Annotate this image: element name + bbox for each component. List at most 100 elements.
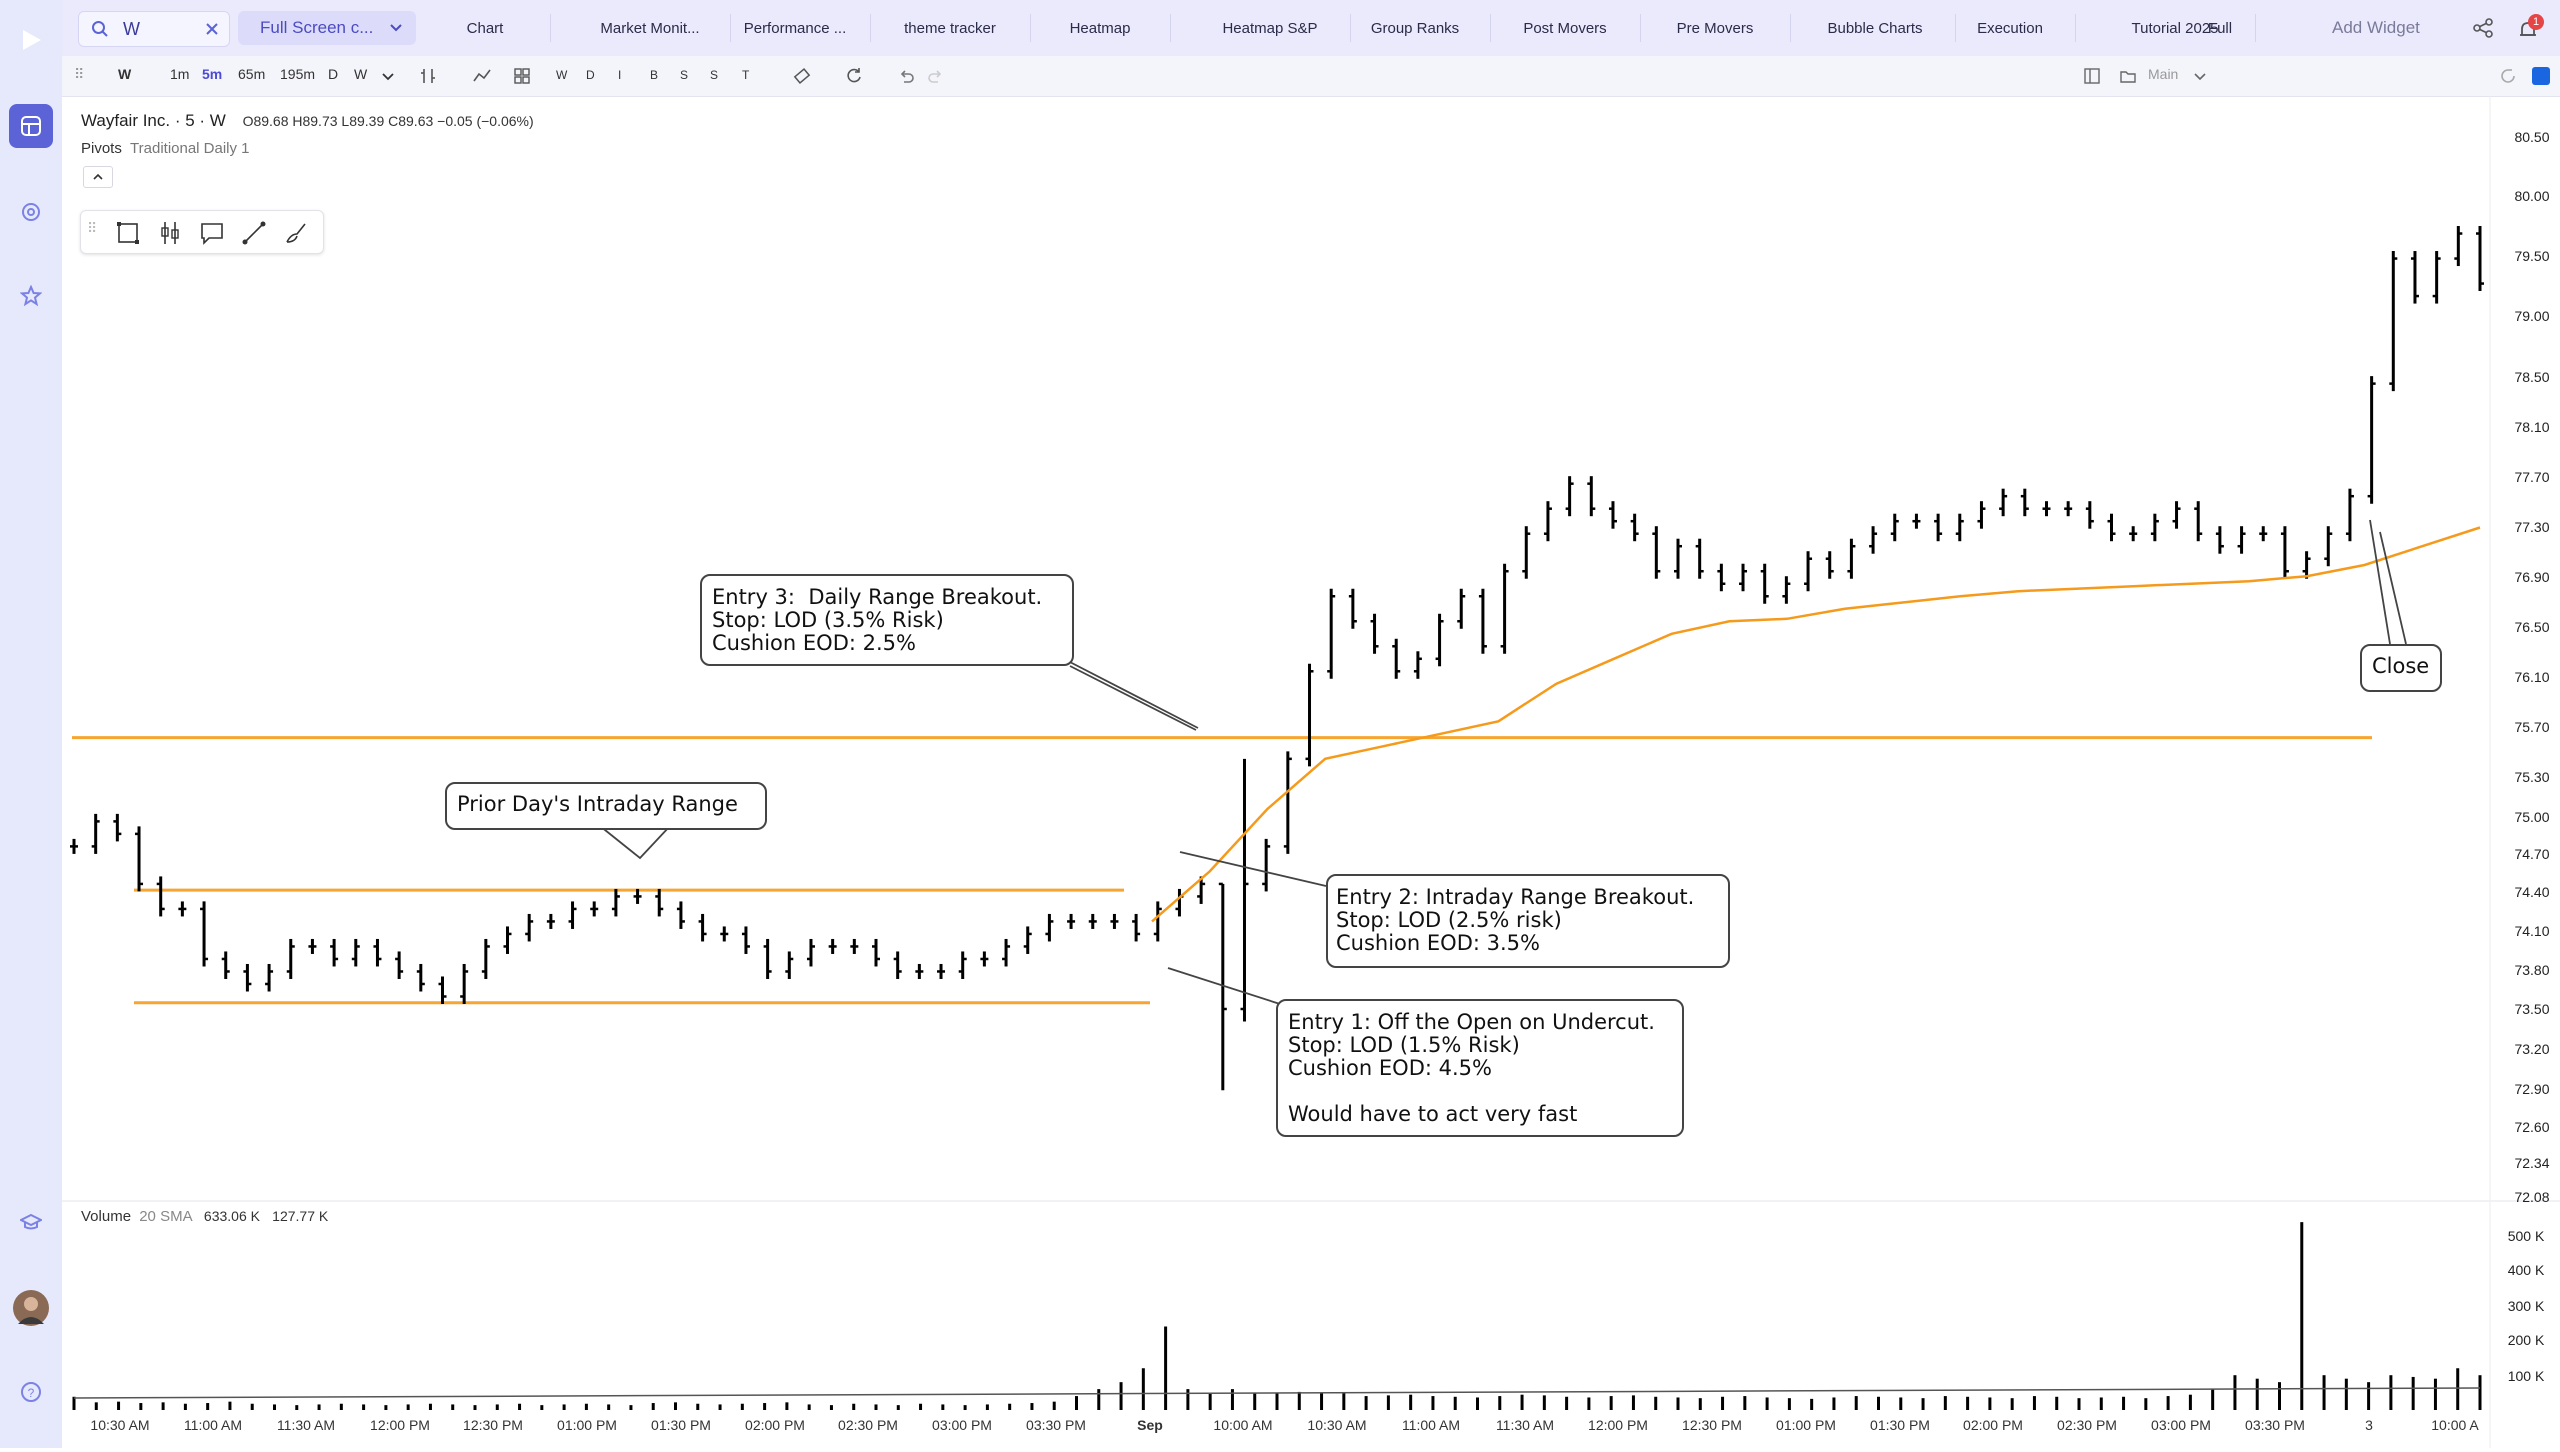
volume-tick-label: 400 K [2508, 1262, 2545, 1278]
tab-market-monit[interactable]: Market Monit... [600, 19, 700, 37]
volume-tick-label: 500 K [2508, 1228, 2545, 1244]
time-tick-label: 10:30 AM [90, 1417, 149, 1433]
toggle-s-4[interactable]: S [680, 68, 689, 82]
sidebar-item-favorites[interactable] [9, 274, 53, 318]
history-icon[interactable] [2498, 66, 2518, 86]
tab-theme-tracker[interactable]: theme tracker [904, 19, 996, 37]
layout-name[interactable]: Main [2148, 66, 2179, 82]
entry1-pointer [1167, 967, 1281, 1005]
prior-range-pointer [599, 825, 671, 860]
entry2-text: Entry 2: Intraday Range Breakout. Stop: … [1336, 885, 1695, 955]
volume-value-1: 633.06 K [203, 1208, 260, 1224]
tab-divider [1790, 14, 1791, 42]
fib-tool-icon[interactable] [157, 220, 183, 246]
undo-icon[interactable] [896, 66, 916, 86]
legend-title: Wayfair Inc. · 5 · W [81, 111, 226, 130]
moving-average-line[interactable] [1151, 526, 2481, 923]
tab-tutorial-2025[interactable]: Tutorial 2025 [2131, 19, 2219, 37]
entry1-callout[interactable]: Entry 1: Off the Open on Undercut. Stop:… [1276, 999, 1684, 1137]
sidebar-item-charts[interactable] [9, 104, 53, 148]
price-tick-label: 73.20 [2514, 1041, 2549, 1057]
drag-handle-icon[interactable]: ⠿ [74, 66, 85, 82]
tab-chart[interactable]: Chart [466, 19, 504, 37]
redo-icon[interactable] [926, 66, 946, 86]
layout-chevron-icon[interactable] [2192, 68, 2208, 84]
volume-legend: Volume 20 SMA 633.06 K 127.77 K [81, 1208, 328, 1225]
volume-tick-label: 200 K [2508, 1332, 2545, 1348]
layout-icon[interactable] [2082, 66, 2102, 86]
toggle-s-5[interactable]: S [710, 68, 719, 82]
user-avatar[interactable] [9, 1286, 53, 1330]
bar-style-icon[interactable] [418, 66, 438, 86]
sidebar-item-target[interactable] [9, 190, 53, 234]
chart-grid-icon [21, 116, 41, 136]
tab-group-ranks[interactable]: Group Ranks [1370, 19, 1460, 37]
tab-pre-movers[interactable]: Pre Movers [1676, 19, 1754, 37]
rectangle-tool-icon[interactable] [115, 220, 141, 246]
interval-d[interactable]: D [328, 66, 339, 82]
comment-tool-icon[interactable] [199, 220, 225, 246]
entry3-callout[interactable]: Entry 3: Daily Range Breakout. Stop: LOD… [700, 574, 1074, 666]
time-tick-label: 03:30 PM [1026, 1417, 1086, 1433]
color-swatch[interactable] [2532, 67, 2550, 85]
interval-65m[interactable]: 65m [238, 66, 266, 82]
tab-heatmap[interactable]: Heatmap [1069, 19, 1131, 37]
close-callout[interactable]: Close [2360, 644, 2442, 692]
tab-divider [870, 14, 871, 42]
toggle-w-0[interactable]: W [556, 68, 568, 82]
folder-icon[interactable] [2118, 66, 2138, 86]
price-tick-label: 74.10 [2514, 923, 2549, 939]
price-tick-label: 76.10 [2514, 669, 2549, 685]
prior-range-callout[interactable]: Prior Day's Intraday Range [445, 782, 767, 830]
tab-heatmap-s-p[interactable]: Heatmap S&P [1222, 19, 1318, 37]
drag-handle-icon[interactable]: ⠿ [87, 221, 98, 237]
tab-post-movers[interactable]: Post Movers [1523, 19, 1607, 37]
price-chart[interactable]: 80.50 80.00 79.50 79.00 78.50 78.10 77.70 77.30… [62, 96, 2560, 1448]
toggle-b-3[interactable]: B [650, 68, 659, 82]
interval-5m[interactable]: 5m [202, 66, 223, 82]
chart-area[interactable]: 80.50 80.00 79.50 79.00 78.50 78.10 77.70 77.30… [62, 96, 2560, 1452]
interval-w[interactable]: W [354, 66, 368, 82]
toggle-t-6[interactable]: T [742, 68, 750, 82]
time-tick-label: 01:00 PM [557, 1417, 617, 1433]
line-tool-icon[interactable] [241, 220, 267, 246]
interval-1m[interactable]: 1m [170, 66, 190, 82]
play-logo-icon[interactable] [9, 18, 53, 62]
add-widget-button[interactable]: Add Widget [2332, 18, 2420, 37]
interval-dropdown-icon[interactable] [378, 66, 398, 86]
tab-divider [1490, 14, 1491, 42]
svg-text:?: ? [28, 1386, 35, 1400]
interval-195m[interactable]: 195m [280, 66, 316, 82]
share-icon[interactable] [2472, 17, 2494, 39]
brush-tool-icon[interactable] [283, 220, 309, 246]
toggle-i-2[interactable]: I [618, 68, 622, 82]
toolbar-symbol[interactable]: W [118, 66, 132, 82]
grid-layout-icon[interactable] [512, 66, 532, 86]
eraser-icon[interactable] [792, 66, 812, 86]
symbol-search-input[interactable]: W [78, 11, 230, 47]
close-text: Close [2372, 654, 2430, 678]
price-tick-label: 73.50 [2514, 1001, 2549, 1017]
sidebar-item-help[interactable]: ? [9, 1370, 53, 1414]
tab-bubble-charts[interactable]: Bubble Charts [1827, 19, 1923, 37]
tab-divider [1030, 14, 1031, 42]
refresh-icon[interactable] [844, 66, 864, 86]
layout-selector[interactable]: Full Screen c... [238, 11, 416, 45]
collapse-legend-button[interactable] [83, 166, 113, 188]
tab-full[interactable]: Full [2207, 19, 2233, 37]
clear-icon[interactable] [205, 22, 219, 36]
notifications-button[interactable]: 1 [2514, 14, 2544, 44]
time-tick-label: 02:00 PM [745, 1417, 805, 1433]
volume-sma: 20 SMA [139, 1208, 192, 1225]
time-tick-label: 03:00 PM [2151, 1417, 2211, 1433]
layout-selector-label: Full Screen c... [260, 18, 374, 37]
sidebar-item-education[interactable] [9, 1200, 53, 1244]
tab-performance[interactable]: Performance ... [743, 19, 847, 37]
indicators-icon[interactable] [472, 66, 492, 86]
toggle-d-1[interactable]: D [586, 68, 595, 82]
tab-execution[interactable]: Execution [1977, 19, 2043, 37]
entry2-callout[interactable]: Entry 2: Intraday Range Breakout. Stop: … [1326, 874, 1730, 968]
entry3-pointer [1065, 659, 1199, 731]
price-tick-label: 79.00 [2514, 308, 2549, 324]
